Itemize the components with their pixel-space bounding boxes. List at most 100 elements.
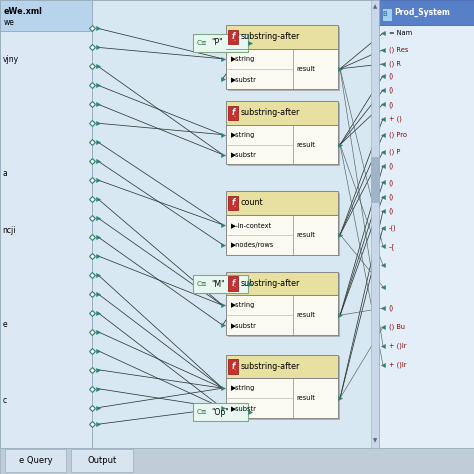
Text: f: f [231,279,235,288]
Text: ▼: ▼ [373,438,377,443]
Text: we: we [4,18,15,27]
Text: + ()lr: + ()lr [389,343,406,349]
FancyBboxPatch shape [0,448,474,474]
Text: () Res: () Res [389,46,408,53]
Text: C≡: C≡ [197,40,208,46]
Text: = Nam: = Nam [389,30,412,36]
Text: ▶substr: ▶substr [231,76,257,82]
Text: -{: -{ [389,243,395,250]
FancyBboxPatch shape [226,295,337,335]
Text: "M": "M" [211,280,225,289]
Text: () P: () P [389,148,400,155]
FancyBboxPatch shape [228,103,339,166]
Text: + ()lr: + ()lr [389,362,406,368]
Text: ▶string: ▶string [231,132,255,137]
Text: e: e [2,320,7,329]
Text: ₓ: ₓ [234,367,236,371]
FancyBboxPatch shape [228,356,339,420]
Text: ▶string: ▶string [231,56,255,62]
Text: vjny: vjny [2,55,18,64]
FancyBboxPatch shape [5,449,66,472]
FancyBboxPatch shape [228,196,237,210]
FancyBboxPatch shape [226,101,337,125]
Text: e Query: e Query [19,456,52,465]
FancyBboxPatch shape [226,355,337,378]
Text: Output: Output [87,456,117,465]
Text: c: c [2,396,7,405]
FancyBboxPatch shape [228,273,339,337]
Text: ▶string: ▶string [231,385,255,391]
FancyBboxPatch shape [228,193,339,256]
Text: ▶substr: ▶substr [231,405,257,411]
Text: () R: () R [389,61,401,67]
Text: result: result [296,312,315,318]
Text: (): () [389,101,394,108]
FancyBboxPatch shape [0,0,92,448]
Text: ▲: ▲ [373,5,377,9]
Text: B: B [383,11,387,17]
Text: count: count [240,199,263,207]
FancyBboxPatch shape [226,215,337,255]
Text: ▶-in-context: ▶-in-context [231,222,272,228]
Text: f: f [231,199,235,207]
Text: Prod_System: Prod_System [394,8,450,17]
Text: a: a [2,169,7,178]
Text: result: result [296,232,315,237]
Text: (): () [389,87,394,93]
Text: (): () [389,193,394,200]
Text: ₓ: ₓ [234,204,236,208]
Text: -(): -() [389,224,396,231]
Text: () Bu: () Bu [389,324,405,330]
Text: result: result [296,395,315,401]
Text: (): () [389,73,394,79]
FancyBboxPatch shape [382,8,392,21]
FancyBboxPatch shape [371,0,379,448]
Text: (): () [389,305,394,311]
FancyBboxPatch shape [379,0,474,448]
FancyBboxPatch shape [193,34,248,52]
Text: () Pro: () Pro [389,132,407,138]
Text: ▶substr: ▶substr [231,152,257,157]
Text: (): () [389,163,394,169]
FancyBboxPatch shape [193,403,248,421]
Text: (): () [389,179,394,186]
Text: substring-after: substring-after [240,33,300,41]
FancyBboxPatch shape [226,125,337,164]
Text: f: f [231,362,235,371]
FancyBboxPatch shape [226,25,337,49]
FancyBboxPatch shape [193,275,248,293]
Text: result: result [296,66,315,72]
FancyBboxPatch shape [226,272,337,295]
FancyBboxPatch shape [228,27,339,91]
FancyBboxPatch shape [226,49,337,89]
Text: C≡: C≡ [197,410,208,415]
Text: substring-after: substring-after [240,109,300,117]
Text: result: result [296,142,315,147]
Text: ₓ: ₓ [234,114,236,118]
FancyBboxPatch shape [0,0,92,31]
Text: "P": "P" [211,38,223,47]
FancyBboxPatch shape [228,359,237,374]
Text: f: f [231,33,235,41]
Text: ▶nodes/rows: ▶nodes/rows [231,242,274,247]
FancyBboxPatch shape [226,191,337,215]
Text: (): () [389,208,394,214]
FancyBboxPatch shape [92,0,379,448]
Text: "Op": "Op" [211,408,229,417]
FancyBboxPatch shape [228,30,237,44]
Text: ▶substr: ▶substr [231,322,257,328]
Text: ▶string: ▶string [231,302,255,308]
FancyBboxPatch shape [228,106,237,120]
Text: eWe.xml: eWe.xml [4,7,43,16]
Text: + (): + () [389,115,401,122]
FancyBboxPatch shape [371,157,379,201]
FancyBboxPatch shape [228,276,237,291]
Text: C≡: C≡ [197,282,208,287]
FancyBboxPatch shape [226,378,337,418]
Text: substring-after: substring-after [240,279,300,288]
Text: f: f [231,109,235,117]
Text: substring-after: substring-after [240,362,300,371]
Text: ₓ: ₓ [234,284,236,288]
FancyBboxPatch shape [379,0,474,25]
Text: ₓ: ₓ [234,38,236,42]
